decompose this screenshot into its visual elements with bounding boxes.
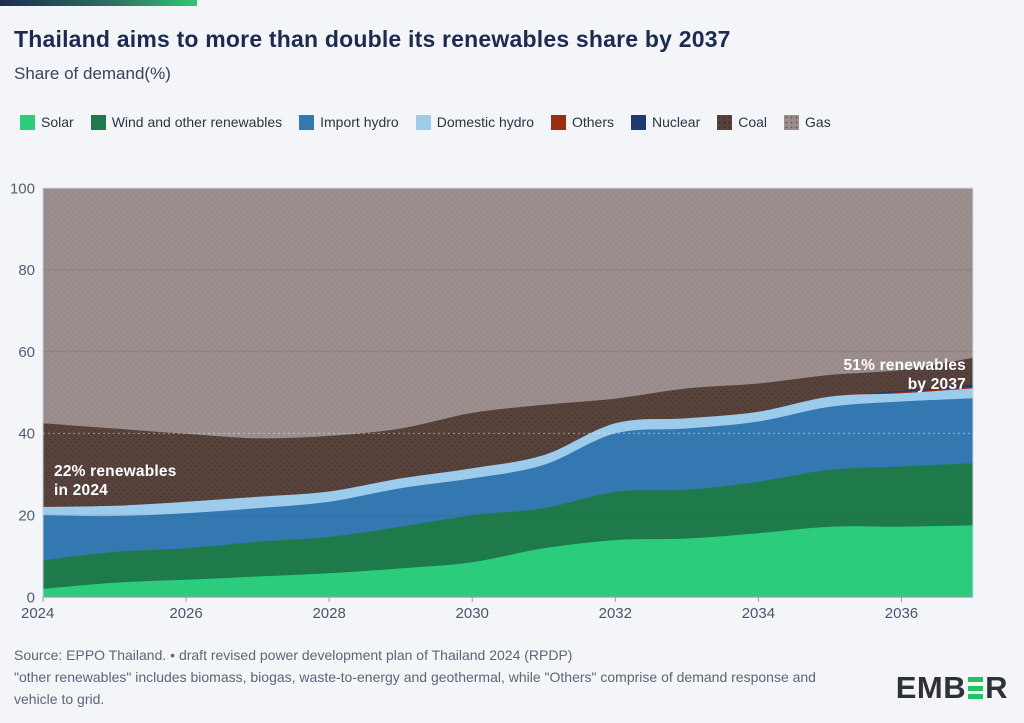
- legend-swatch-icon: [299, 114, 315, 130]
- logo-text-suffix: R: [985, 670, 1008, 705]
- x-tick-label-2026: 2026: [169, 605, 202, 622]
- page-title: Thailand aims to more than double its re…: [14, 26, 731, 52]
- y-tick-label-20: 20: [18, 507, 35, 524]
- ember-logo: EMB R: [896, 670, 1008, 706]
- legend-swatch-icon: [631, 114, 646, 130]
- x-tick-label-2036: 2036: [885, 605, 918, 622]
- legend-label: Domestic hydro: [436, 114, 534, 130]
- y-tick-label-80: 80: [18, 262, 35, 279]
- legend-item-import-hydro: Import hydro: [299, 114, 399, 130]
- logo-text-prefix: EMB: [895, 670, 967, 705]
- y-tick-label-0: 0: [27, 589, 35, 606]
- annotation-2037-line1: 51% renewables: [843, 357, 966, 374]
- footnote-text: "other renewables" includes biomass, bio…: [14, 669, 816, 707]
- legend-swatch-icon: [550, 114, 566, 130]
- legend-swatch-icon: [90, 114, 106, 130]
- annotation-2024: 22% renewables in 2024: [54, 462, 177, 500]
- area-solar: [43, 525, 973, 597]
- footer: Source: EPPO Thailand. • draft revised p…: [14, 644, 824, 710]
- legend-swatch-icon: [784, 114, 800, 130]
- logo-green-e-icon: [968, 677, 984, 699]
- legend-item-gas: Gas: [784, 114, 831, 130]
- x-tick-label-2024: 2024: [21, 605, 54, 622]
- x-tick-label-2028: 2028: [312, 605, 345, 622]
- y-tick-label-100: 100: [10, 180, 35, 197]
- legend-label: Solar: [41, 114, 74, 130]
- legend-item-others: Others: [550, 114, 614, 130]
- legend-item-domestic-hydro: Domestic hydro: [415, 114, 534, 130]
- annotation-2037-line2: by 2037: [907, 376, 966, 393]
- legend-swatch-icon: [717, 114, 733, 130]
- legend-label: Others: [571, 114, 614, 130]
- legend-swatch-icon: [415, 114, 431, 130]
- legend-label: Nuclear: [652, 114, 701, 130]
- annotation-2037: 51% renewables by 2037: [843, 356, 966, 394]
- y-tick-label-40: 40: [18, 426, 35, 443]
- source-text: Source: EPPO Thailand. • draft revised p…: [14, 647, 573, 663]
- legend-label: Import hydro: [320, 114, 399, 130]
- legend-item-wind-and-other-renewables: Wind and other renewables: [90, 114, 283, 130]
- legend: Solar Wind and other renewables Import hyd…: [20, 114, 1010, 130]
- legend-swatch-icon: [20, 114, 35, 130]
- legend-label: Wind and other renewables: [111, 114, 283, 130]
- annotation-2024-line1: 22% renewables: [54, 463, 177, 480]
- legend-label: Gas: [805, 114, 831, 130]
- brand-gradient-bar: [0, 0, 197, 6]
- y-tick-label-60: 60: [18, 344, 35, 361]
- chart-subtitle: Share of demand(%): [14, 64, 171, 83]
- x-tick-label-2030: 2030: [456, 605, 489, 622]
- annotation-2024-line2: in 2024: [54, 482, 108, 499]
- legend-label: Coal: [738, 114, 768, 130]
- legend-item-coal: Coal: [717, 114, 767, 130]
- x-tick-label-2034: 2034: [742, 605, 775, 622]
- legend-item-solar: Solar: [20, 114, 74, 130]
- legend-item-nuclear: Nuclear: [631, 114, 700, 130]
- x-tick-label-2032: 2032: [599, 605, 632, 622]
